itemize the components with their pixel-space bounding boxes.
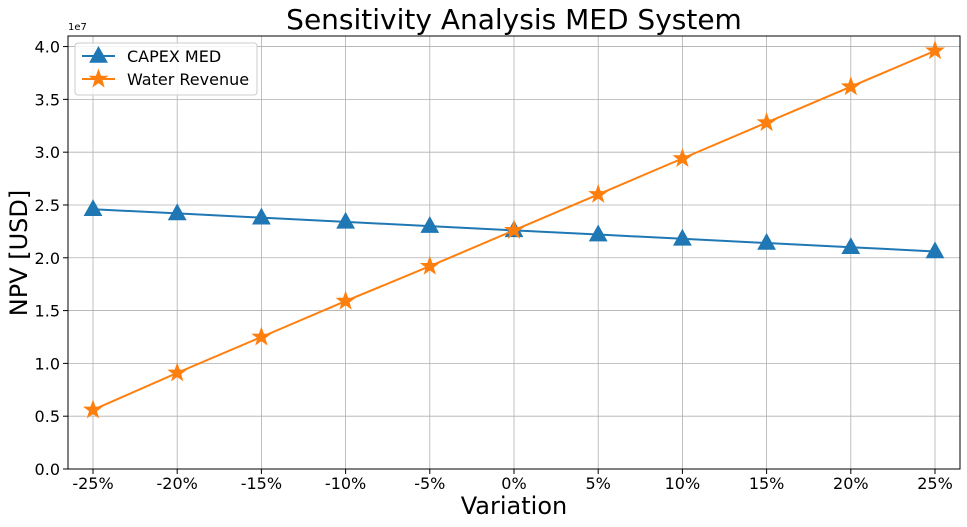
x-tick-label: -10% (325, 474, 366, 493)
y-tick-label: 2.0 (35, 249, 60, 268)
legend: CAPEX MED Water Revenue (74, 42, 258, 96)
data-point (251, 326, 272, 346)
legend-label: Water Revenue (127, 70, 249, 89)
y-axis-label: NPV [USD] (5, 190, 33, 316)
x-tick-label: 0% (501, 474, 526, 493)
grid (68, 36, 960, 470)
y-tick-label: 1.5 (35, 302, 60, 321)
x-tick-label: -20% (157, 474, 198, 493)
x-tick-label: 5% (586, 474, 611, 493)
series-layer (82, 40, 946, 419)
series-1 (82, 40, 946, 419)
data-point (840, 76, 861, 96)
data-point (82, 399, 104, 419)
data-point (672, 228, 692, 246)
data-point (83, 199, 103, 216)
data-point (672, 147, 693, 168)
legend-marker (89, 45, 108, 63)
x-ticks: -25% -20% -15% -10% -5% 0% 5% 10% 15% 20% 25% (72, 469, 953, 493)
y-tick-label: 0.5 (35, 407, 60, 426)
y-offset-label: 1e7 (68, 22, 87, 33)
data-point (756, 112, 777, 132)
legend-marker (88, 68, 109, 88)
data-point (925, 241, 945, 259)
y-tick-label: 3.0 (35, 143, 60, 162)
chart-title: Sensitivity Analysis MED System (286, 3, 742, 36)
y-tick-label: 0.0 (35, 460, 60, 479)
x-tick-label: -25% (72, 474, 113, 493)
x-tick-label: 15% (749, 474, 785, 493)
y-tick-label: 3.5 (35, 90, 60, 109)
y-tick-label: 2.5 (35, 196, 60, 215)
data-point (588, 224, 608, 242)
data-point (335, 290, 356, 310)
legend-box (74, 42, 258, 96)
data-point (167, 203, 187, 221)
x-axis-label: Variation (461, 492, 567, 520)
y-tick-label: 1.0 (35, 354, 60, 373)
data-point (503, 219, 525, 239)
data-point (757, 232, 777, 250)
data-point (924, 40, 946, 60)
y-ticks: 0.0 0.5 1.0 1.5 2.0 2.5 3.0 3.5 4.0 (35, 38, 68, 479)
x-tick-label: -5% (414, 474, 445, 493)
data-point (336, 211, 356, 229)
x-tick-label: 20% (833, 474, 869, 493)
data-point (167, 362, 188, 382)
data-point (420, 216, 440, 233)
x-tick-label: -15% (241, 474, 282, 493)
data-point (419, 255, 440, 275)
data-point (588, 183, 609, 203)
data-point (841, 237, 861, 255)
y-tick-label: 4.0 (35, 38, 60, 57)
x-tick-label: 25% (917, 474, 953, 493)
data-point (251, 207, 271, 225)
legend-label: CAPEX MED (127, 47, 221, 66)
x-tick-label: 10% (665, 474, 701, 493)
